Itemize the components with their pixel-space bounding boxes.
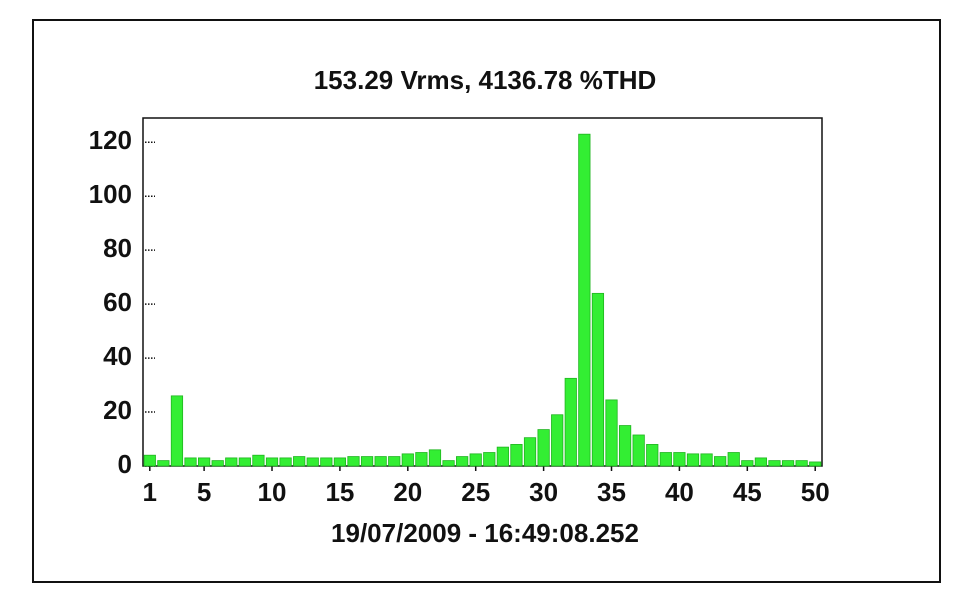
bar (781, 460, 795, 467)
bar (306, 457, 319, 467)
bar (673, 452, 686, 467)
bar (483, 452, 496, 467)
bar (537, 429, 550, 467)
bar (198, 457, 211, 467)
x-axis-label: 19/07/2009 - 16:49:08.252 (331, 518, 639, 548)
bar (333, 457, 347, 467)
bar (768, 460, 781, 467)
bar (360, 456, 374, 467)
bar (225, 457, 238, 467)
x-tick-label: 45 (733, 477, 762, 507)
x-tick-label: 1 (143, 477, 157, 507)
x-tick-label: 10 (258, 477, 287, 507)
bar (686, 453, 700, 467)
bar (456, 456, 469, 467)
bar (401, 453, 414, 467)
y-tick-label: 100 (89, 179, 132, 209)
bar (578, 133, 591, 467)
bar (170, 395, 184, 467)
x-tick-label: 50 (801, 477, 830, 507)
bar (714, 456, 727, 467)
x-tick-label: 40 (665, 477, 694, 507)
bar (143, 454, 156, 467)
y-tick-label: 40 (103, 341, 132, 371)
bar (727, 452, 740, 467)
bar (442, 460, 455, 467)
bar (238, 457, 251, 467)
chart-title: 153.29 Vrms, 4136.78 %THD (314, 65, 657, 95)
x-tick-label: 20 (393, 477, 422, 507)
y-tick-label: 0 (118, 449, 132, 479)
x-tick-label: 5 (197, 477, 211, 507)
bar (428, 449, 442, 467)
y-tick-label: 20 (103, 395, 132, 425)
bar (184, 457, 197, 467)
bar (754, 457, 767, 467)
bar (265, 457, 279, 467)
bar (211, 460, 224, 467)
x-tick-label: 15 (325, 477, 354, 507)
bar (741, 460, 754, 467)
plot-area (142, 117, 823, 467)
x-tick-label: 30 (529, 477, 558, 507)
bar (551, 414, 564, 467)
bar (809, 461, 822, 467)
bar (591, 292, 605, 467)
bar (252, 454, 265, 467)
bar (388, 456, 401, 467)
bar (632, 434, 645, 467)
bar (293, 456, 306, 467)
bar (564, 377, 577, 467)
bar (415, 452, 428, 467)
y-tick-label: 80 (103, 233, 132, 263)
bar (523, 437, 537, 467)
bar (469, 453, 482, 467)
bar (279, 457, 292, 467)
x-tick-label: 35 (597, 477, 626, 507)
bar (795, 460, 808, 467)
bar (320, 457, 333, 467)
bar (347, 456, 360, 467)
bar (659, 452, 672, 467)
bar (496, 446, 509, 467)
bar (510, 444, 523, 467)
bar (700, 453, 713, 467)
bar (157, 460, 170, 467)
bar (605, 399, 618, 467)
x-tick-label: 25 (461, 477, 490, 507)
y-tick-label: 60 (103, 287, 132, 317)
bar (374, 456, 387, 467)
bar (646, 444, 659, 467)
y-tick-label: 120 (89, 125, 132, 155)
bar (618, 425, 632, 467)
